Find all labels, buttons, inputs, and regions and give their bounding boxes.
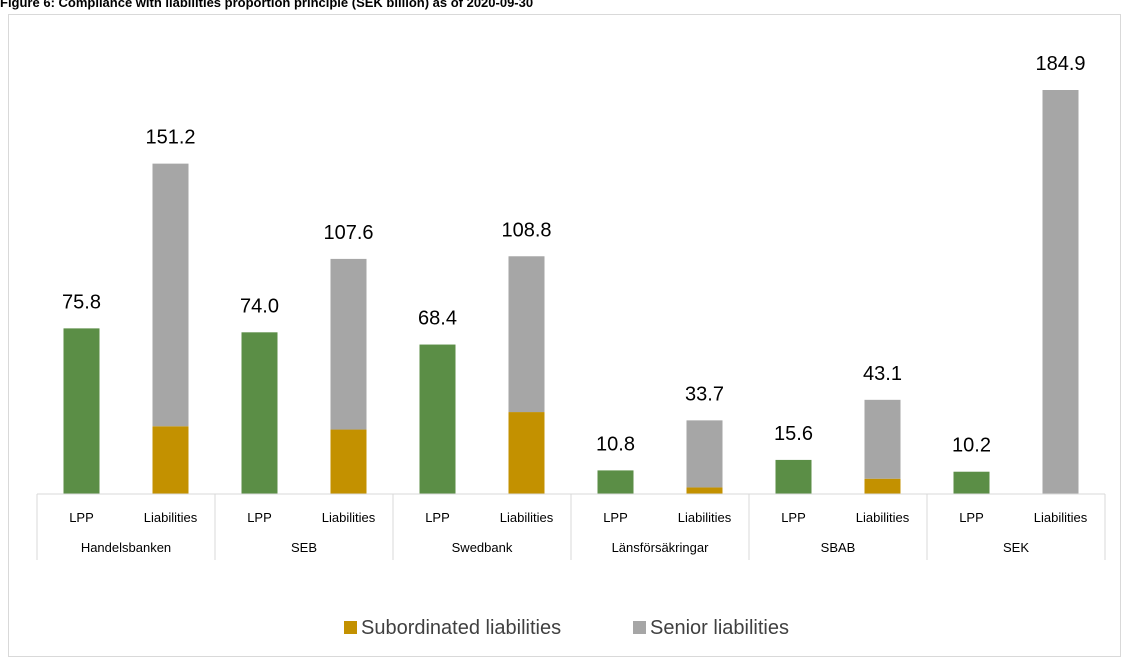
lpp-bar <box>419 344 456 494</box>
legend-swatch <box>344 621 357 634</box>
senior-bar <box>152 163 189 427</box>
subordinated-bar <box>152 426 189 494</box>
liabilities-value-label: 33.7 <box>685 383 724 405</box>
subordinated-bar <box>508 412 545 494</box>
x-tick-label: Liabilities <box>500 510 554 525</box>
x-tick-label: LPP <box>247 510 272 525</box>
senior-bar <box>686 420 723 488</box>
liabilities-value-label: 43.1 <box>863 363 902 385</box>
x-tick-label: Liabilities <box>322 510 376 525</box>
x-tick-label: LPP <box>959 510 984 525</box>
legend-label: Subordinated liabilities <box>361 617 561 639</box>
x-group-label: Swedbank <box>452 540 513 555</box>
senior-bar <box>508 256 545 413</box>
x-tick-label: Liabilities <box>144 510 198 525</box>
liabilities-value-label: 108.8 <box>501 219 551 241</box>
lpp-bar <box>953 471 990 494</box>
x-tick-label: Liabilities <box>678 510 732 525</box>
x-tick-label: Liabilities <box>1034 510 1088 525</box>
x-tick-label: LPP <box>425 510 450 525</box>
x-tick-label: LPP <box>781 510 806 525</box>
senior-bar <box>864 399 901 479</box>
liabilities-value-label: 107.6 <box>323 222 373 244</box>
legend-label: Senior liabilities <box>650 617 789 639</box>
lpp-value-label: 74.0 <box>240 295 279 317</box>
x-group-label: SEB <box>291 540 317 555</box>
x-tick-label: LPP <box>603 510 628 525</box>
liabilities-value-label: 151.2 <box>145 127 195 149</box>
liabilities-value-label: 184.9 <box>1035 53 1085 75</box>
lpp-bar <box>775 459 812 494</box>
x-tick-label: LPP <box>69 510 94 525</box>
legend-swatch <box>633 621 646 634</box>
senior-bar <box>330 258 367 430</box>
x-group-label: SBAB <box>821 540 856 555</box>
lpp-value-label: 10.2 <box>952 435 991 457</box>
lpp-value-label: 10.8 <box>596 433 635 455</box>
subordinated-bar <box>330 429 367 494</box>
x-group-label: SEK <box>1003 540 1029 555</box>
lpp-value-label: 75.8 <box>62 291 101 313</box>
figure-title: Figure 6: Compliance with liabilities pr… <box>0 0 534 10</box>
lpp-bar <box>241 332 278 494</box>
lpp-value-label: 68.4 <box>418 308 457 330</box>
legend: Subordinated liabilities Senior liabiliti… <box>344 617 789 639</box>
x-tick-label: Liabilities <box>856 510 910 525</box>
lpp-value-label: 15.6 <box>774 423 813 445</box>
subordinated-bar <box>864 478 901 494</box>
x-group-label: Länsförsäkringar <box>612 540 709 555</box>
chart-frame <box>8 14 1121 657</box>
lpp-bar <box>63 328 100 494</box>
bars-layer <box>63 90 1079 494</box>
data-labels-layer: 75.8 151.2 74.0 107.6 68.4 108.8 10.8 33.7 15.6 4… <box>62 53 1086 457</box>
lpp-bar <box>597 470 634 494</box>
x-group-label: Handelsbanken <box>81 540 171 555</box>
subordinated-bar <box>686 487 723 494</box>
x-axis: LPP Liabilities Handelsbanken LPP Liabilitie… <box>36 493 1106 560</box>
senior-bar <box>1042 90 1079 494</box>
